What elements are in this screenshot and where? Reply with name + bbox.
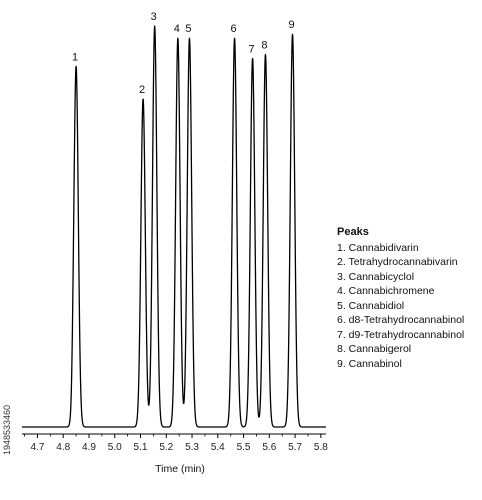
legend-entries: 1. Cannabidivarin 2. Tetrahydrocannabivar…: [337, 241, 464, 372]
legend: Peaks 1. Cannabidivarin 2. Tetrahydrocann…: [337, 225, 464, 371]
peak-label-7: 7: [249, 43, 255, 55]
x-tick-label: 5.6: [262, 442, 276, 453]
watermark-text: 1948533460: [2, 404, 12, 456]
x-tick-label: 5.5: [237, 442, 251, 453]
x-tick-label: 4.8: [56, 442, 70, 453]
legend-entry: 8. Cannabigerol: [337, 343, 412, 355]
peak-label-4: 4: [174, 23, 180, 35]
x-axis-ticks: 4.7 4.8 4.9 5.0 5.1 5.2 5.3 5.4 5.5 5.6 5.7 5.8: [24, 434, 328, 453]
x-tick-label: 4.7: [31, 442, 45, 453]
x-axis-title: Time (min): [155, 463, 205, 475]
x-tick-label: 5.7: [288, 442, 302, 453]
chromatogram-trace: [21, 25, 327, 428]
peak-label-2: 2: [139, 84, 145, 96]
peak-label-5: 5: [185, 23, 191, 35]
legend-entry: 7. d9-Tetrahydrocannabinol: [337, 328, 465, 341]
peak-labels: 1 2 3 4 5 6 7 8 9: [72, 11, 295, 96]
legend-entry: 9. Cannabinol: [337, 357, 402, 370]
x-tick-label: 5.3: [185, 442, 199, 453]
x-tick-label: 5.1: [134, 442, 148, 453]
peak-label-8: 8: [261, 39, 267, 51]
legend-entry: 2. Tetrahydrocannabivarin: [337, 256, 458, 268]
legend-entry: 3. Cannabicyclol: [337, 270, 415, 283]
x-tick-label: 4.9: [82, 442, 96, 453]
legend-title: Peaks: [337, 226, 369, 238]
legend-entry: 1. Cannabidivarin: [337, 241, 419, 254]
legend-entry: 4. Cannabichromene: [337, 285, 435, 297]
peak-label-6: 6: [230, 23, 236, 35]
legend-entry: 5. Cannabidiol: [337, 299, 405, 312]
peak-label-9: 9: [288, 19, 294, 31]
legend-entry: 6. d8-Tetrahydrocannabinol: [337, 314, 465, 326]
peak-label-1: 1: [72, 52, 78, 64]
peak-label-3: 3: [151, 11, 157, 23]
x-tick-label: 5.8: [314, 442, 328, 453]
watermark: 1948533460: [0, 375, 14, 485]
x-tick-label: 5.0: [108, 442, 122, 453]
x-tick-label: 5.4: [211, 442, 225, 453]
x-tick-label: 5.2: [159, 442, 173, 453]
